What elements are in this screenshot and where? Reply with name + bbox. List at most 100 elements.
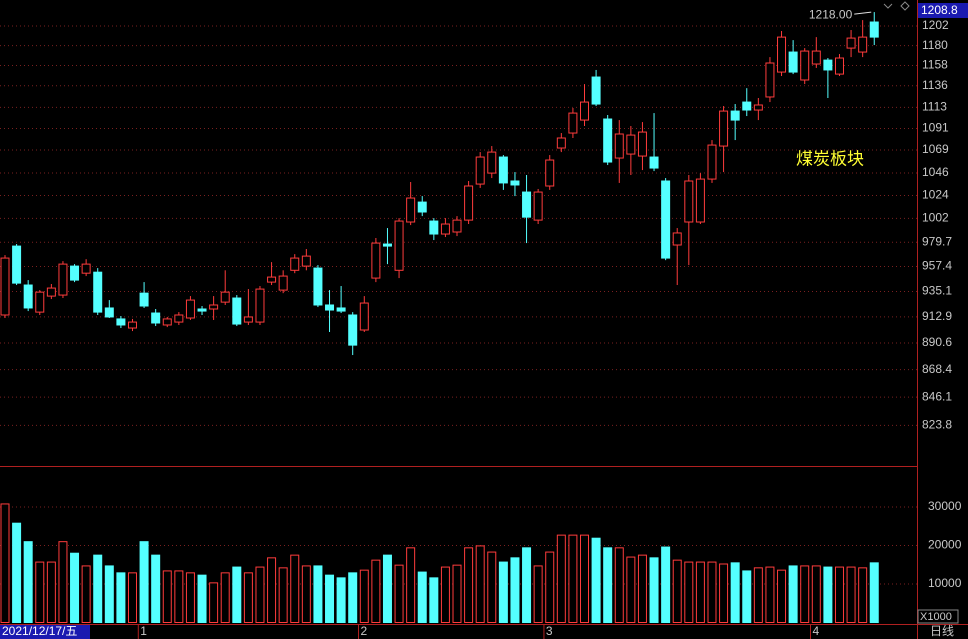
candle-body <box>858 36 868 53</box>
volume-bar <box>823 566 833 624</box>
volume-bar <box>719 563 729 624</box>
volume-bar <box>185 572 195 624</box>
volume-bar <box>197 574 207 623</box>
x-tick-label: 3 <box>546 624 553 638</box>
candle-body <box>382 243 392 247</box>
candle-body <box>846 37 856 49</box>
volume-bar <box>35 561 45 624</box>
x-tick-label: 4 <box>813 624 820 638</box>
volume-unit: X1000 <box>920 611 952 623</box>
candle-body <box>70 265 80 281</box>
volume-bar <box>93 554 103 624</box>
candle-body <box>0 257 10 316</box>
volume-bar <box>498 561 508 624</box>
candle-body <box>313 267 323 306</box>
volume-bar <box>0 503 10 624</box>
candle-body <box>394 220 404 271</box>
y-tick-label: 868.4 <box>922 362 952 376</box>
volume-bar <box>232 566 242 624</box>
volume-bar <box>777 569 787 623</box>
volume-bar <box>869 562 879 623</box>
volume-bar <box>858 567 868 623</box>
y-tick-label: 957.4 <box>922 259 952 273</box>
volume-bar <box>255 566 265 624</box>
y-tick-label: 890.6 <box>922 335 952 349</box>
volume-bar <box>846 566 856 624</box>
candle-body <box>672 232 682 246</box>
y-tick-label: 823.8 <box>922 418 952 432</box>
volume-bar <box>695 561 705 624</box>
candle-body <box>545 159 555 187</box>
candle-body <box>730 110 740 121</box>
volume-bar <box>684 561 694 624</box>
volume-bar <box>533 565 543 623</box>
candle-body <box>707 144 717 180</box>
candle-body <box>765 62 775 98</box>
y-tick-label: 1069 <box>922 142 949 156</box>
y-tick-label: 1024 <box>922 188 949 202</box>
y-tick-label: 912.9 <box>922 309 952 323</box>
volume-bar <box>406 547 416 624</box>
candle-body <box>58 263 68 296</box>
volume-bar <box>417 571 427 623</box>
volume-bar <box>151 554 161 624</box>
candle-body <box>290 257 300 271</box>
candle-body <box>440 223 450 235</box>
volume-bar <box>81 565 91 623</box>
volume-tick-label: 10000 <box>928 576 962 590</box>
volume-bar <box>603 547 613 624</box>
volume-bar <box>162 570 172 624</box>
volume-bar <box>649 557 659 623</box>
candle-body <box>719 110 729 147</box>
volume-bar <box>661 546 671 623</box>
volume-bar <box>800 565 810 623</box>
candle-body <box>255 288 265 323</box>
volume-bar <box>267 557 277 623</box>
volume-bar <box>174 570 184 624</box>
candle-body <box>649 156 659 169</box>
candle-body <box>116 318 126 326</box>
volume-bar <box>440 566 450 624</box>
volume-bar <box>580 534 589 624</box>
volume-bar <box>753 567 763 623</box>
candle-body <box>811 50 821 65</box>
y-tick-label: 1113 <box>922 100 947 114</box>
volume-bar <box>359 569 369 623</box>
candle-body <box>104 307 114 318</box>
volume-bar <box>742 570 752 624</box>
y-tick-label: 1002 <box>922 211 949 225</box>
candle-body <box>406 197 416 223</box>
volume-bar <box>487 551 497 623</box>
volume-bar <box>510 557 520 623</box>
volume-tick-label: 30000 <box>928 499 962 513</box>
candle-body <box>325 304 335 311</box>
candle-body <box>661 180 671 259</box>
volume-bar <box>209 582 219 624</box>
candle-body <box>603 118 613 163</box>
annotation: 煤炭板块 <box>796 149 864 168</box>
volume-bar <box>475 545 485 624</box>
candle-body <box>452 219 462 233</box>
candle-body <box>637 131 647 157</box>
candle-body <box>417 201 427 213</box>
volume-bar <box>730 562 740 623</box>
volume-bar <box>452 564 462 624</box>
volume-bar <box>672 559 682 624</box>
candle-body <box>232 297 242 325</box>
y-tick-label: 1158 <box>922 58 948 72</box>
candle-body <box>209 304 219 310</box>
volume-bar <box>591 537 601 623</box>
volume-bar <box>348 572 358 624</box>
candle-body <box>614 133 624 159</box>
volume-bar <box>243 572 253 624</box>
candle-body <box>487 151 497 174</box>
y-tick-label: 979.7 <box>922 234 952 248</box>
max-marker-label: 1218.00 <box>809 7 853 21</box>
volume-bar <box>637 554 647 624</box>
candle-body <box>429 220 439 235</box>
period-label[interactable]: 日线 <box>930 624 954 638</box>
candle-body <box>591 76 601 105</box>
candle-body <box>243 316 253 323</box>
candle-body <box>464 185 474 221</box>
